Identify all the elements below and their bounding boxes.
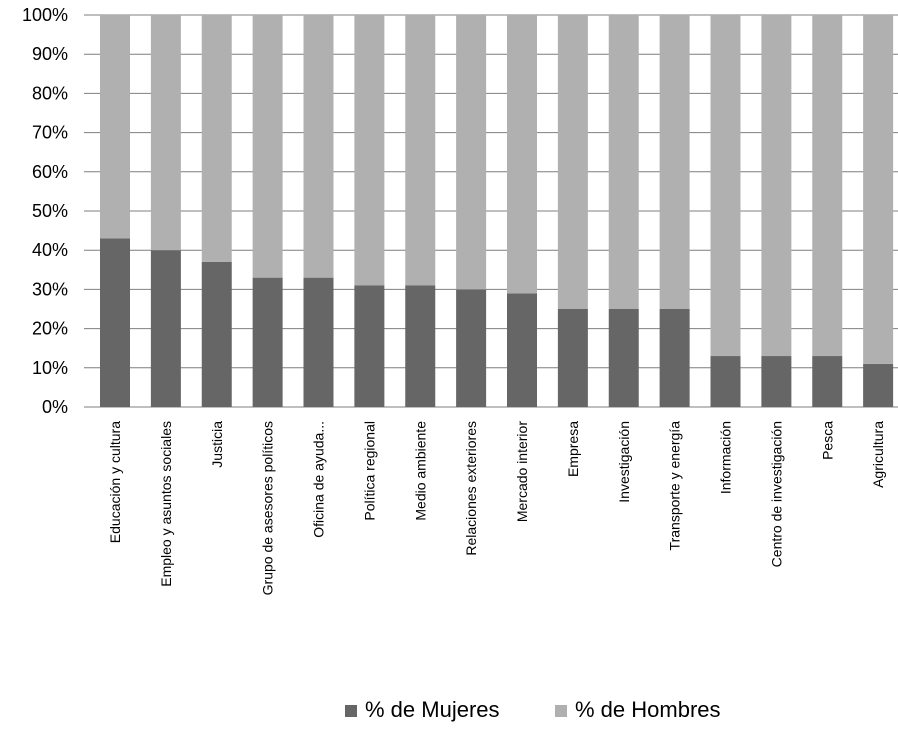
x-category-label: Grupo de asesores políticos bbox=[260, 421, 276, 595]
x-category-label: Oficina de ayuda... bbox=[311, 421, 327, 538]
bar-segment-hombres bbox=[863, 15, 894, 364]
bar-segment-mujeres bbox=[812, 356, 843, 407]
y-tick-label: 80% bbox=[32, 83, 68, 103]
bar-segment-hombres bbox=[201, 15, 232, 262]
x-category-label: Mercado interior bbox=[514, 421, 530, 522]
bar-segment-mujeres bbox=[252, 277, 283, 407]
bar-segment-mujeres bbox=[303, 277, 334, 407]
x-category-label: Centro de investigación bbox=[768, 421, 784, 567]
bar-segment-hombres bbox=[303, 15, 334, 278]
bars bbox=[100, 15, 894, 407]
bar-segment-hombres bbox=[252, 15, 283, 278]
bar-segment-mujeres bbox=[659, 309, 690, 407]
bar-segment-hombres bbox=[710, 15, 741, 357]
bar-segment-mujeres bbox=[710, 356, 741, 407]
y-tick-label: 70% bbox=[32, 123, 68, 143]
bar-segment-mujeres bbox=[150, 250, 181, 407]
y-tick-label: 30% bbox=[32, 279, 68, 299]
bar-segment-mujeres bbox=[557, 309, 588, 407]
bar-segment-hombres bbox=[507, 15, 537, 294]
x-category-label: Transporte y energía bbox=[667, 421, 683, 551]
bar-segment-mujeres bbox=[100, 238, 130, 407]
bar-segment-mujeres bbox=[405, 285, 436, 407]
bar-segment-mujeres bbox=[201, 261, 232, 407]
x-category-label: Justicia bbox=[209, 421, 225, 468]
x-category-label: Educación y cultura bbox=[107, 421, 123, 543]
y-tick-label: 20% bbox=[32, 319, 68, 339]
bar-segment-mujeres bbox=[761, 356, 792, 407]
x-category-label: Empleo y asuntos sociales bbox=[158, 421, 174, 587]
x-category-label: Información bbox=[718, 421, 734, 494]
bar-segment-mujeres bbox=[456, 289, 487, 407]
y-tick-label: 100% bbox=[22, 5, 68, 25]
x-category-label: Relaciones exteriores bbox=[463, 421, 479, 556]
bar-segment-hombres bbox=[812, 15, 843, 357]
bar-segment-hombres bbox=[150, 15, 181, 251]
y-tick-label: 10% bbox=[32, 358, 68, 378]
bar-segment-hombres bbox=[354, 15, 385, 286]
bar-segment-hombres bbox=[659, 15, 690, 309]
bar-segment-mujeres bbox=[863, 363, 894, 407]
bar-segment-hombres bbox=[100, 15, 130, 239]
bar-segment-mujeres bbox=[354, 285, 385, 407]
y-axis-tick-labels: 0% 10% 20% 30% 40% 50% 60% 70% 80% 90% 100% bbox=[22, 5, 68, 417]
legend-swatch bbox=[345, 705, 357, 717]
x-category-label: Empresa bbox=[565, 421, 581, 477]
x-category-label: Política regional bbox=[361, 421, 377, 521]
legend-label: % de Mujeres bbox=[365, 697, 500, 722]
x-axis-category-labels: Educación y cultura Empleo y asuntos soci… bbox=[107, 421, 886, 596]
bar-segment-mujeres bbox=[507, 293, 537, 407]
x-category-label: Agricultura bbox=[870, 421, 886, 488]
bar-segment-hombres bbox=[405, 15, 436, 286]
legend-swatch bbox=[555, 705, 567, 717]
y-tick-label: 90% bbox=[32, 44, 68, 64]
bar-segment-hombres bbox=[557, 15, 588, 309]
y-tick-label: 40% bbox=[32, 240, 68, 260]
bar-segment-hombres bbox=[761, 15, 792, 357]
bar-segment-hombres bbox=[608, 15, 639, 309]
x-category-label: Pesca bbox=[819, 421, 835, 460]
y-tick-label: 50% bbox=[32, 201, 68, 221]
bar-segment-hombres bbox=[456, 15, 487, 290]
legend: % de Mujeres % de Hombres bbox=[345, 697, 721, 722]
x-category-label: Investigación bbox=[616, 421, 632, 503]
legend-label: % de Hombres bbox=[575, 697, 721, 722]
y-tick-label: 60% bbox=[32, 162, 68, 182]
y-tick-label: 0% bbox=[42, 397, 68, 417]
x-category-label: Medio ambiente bbox=[412, 421, 428, 521]
bar-segment-mujeres bbox=[608, 309, 639, 407]
